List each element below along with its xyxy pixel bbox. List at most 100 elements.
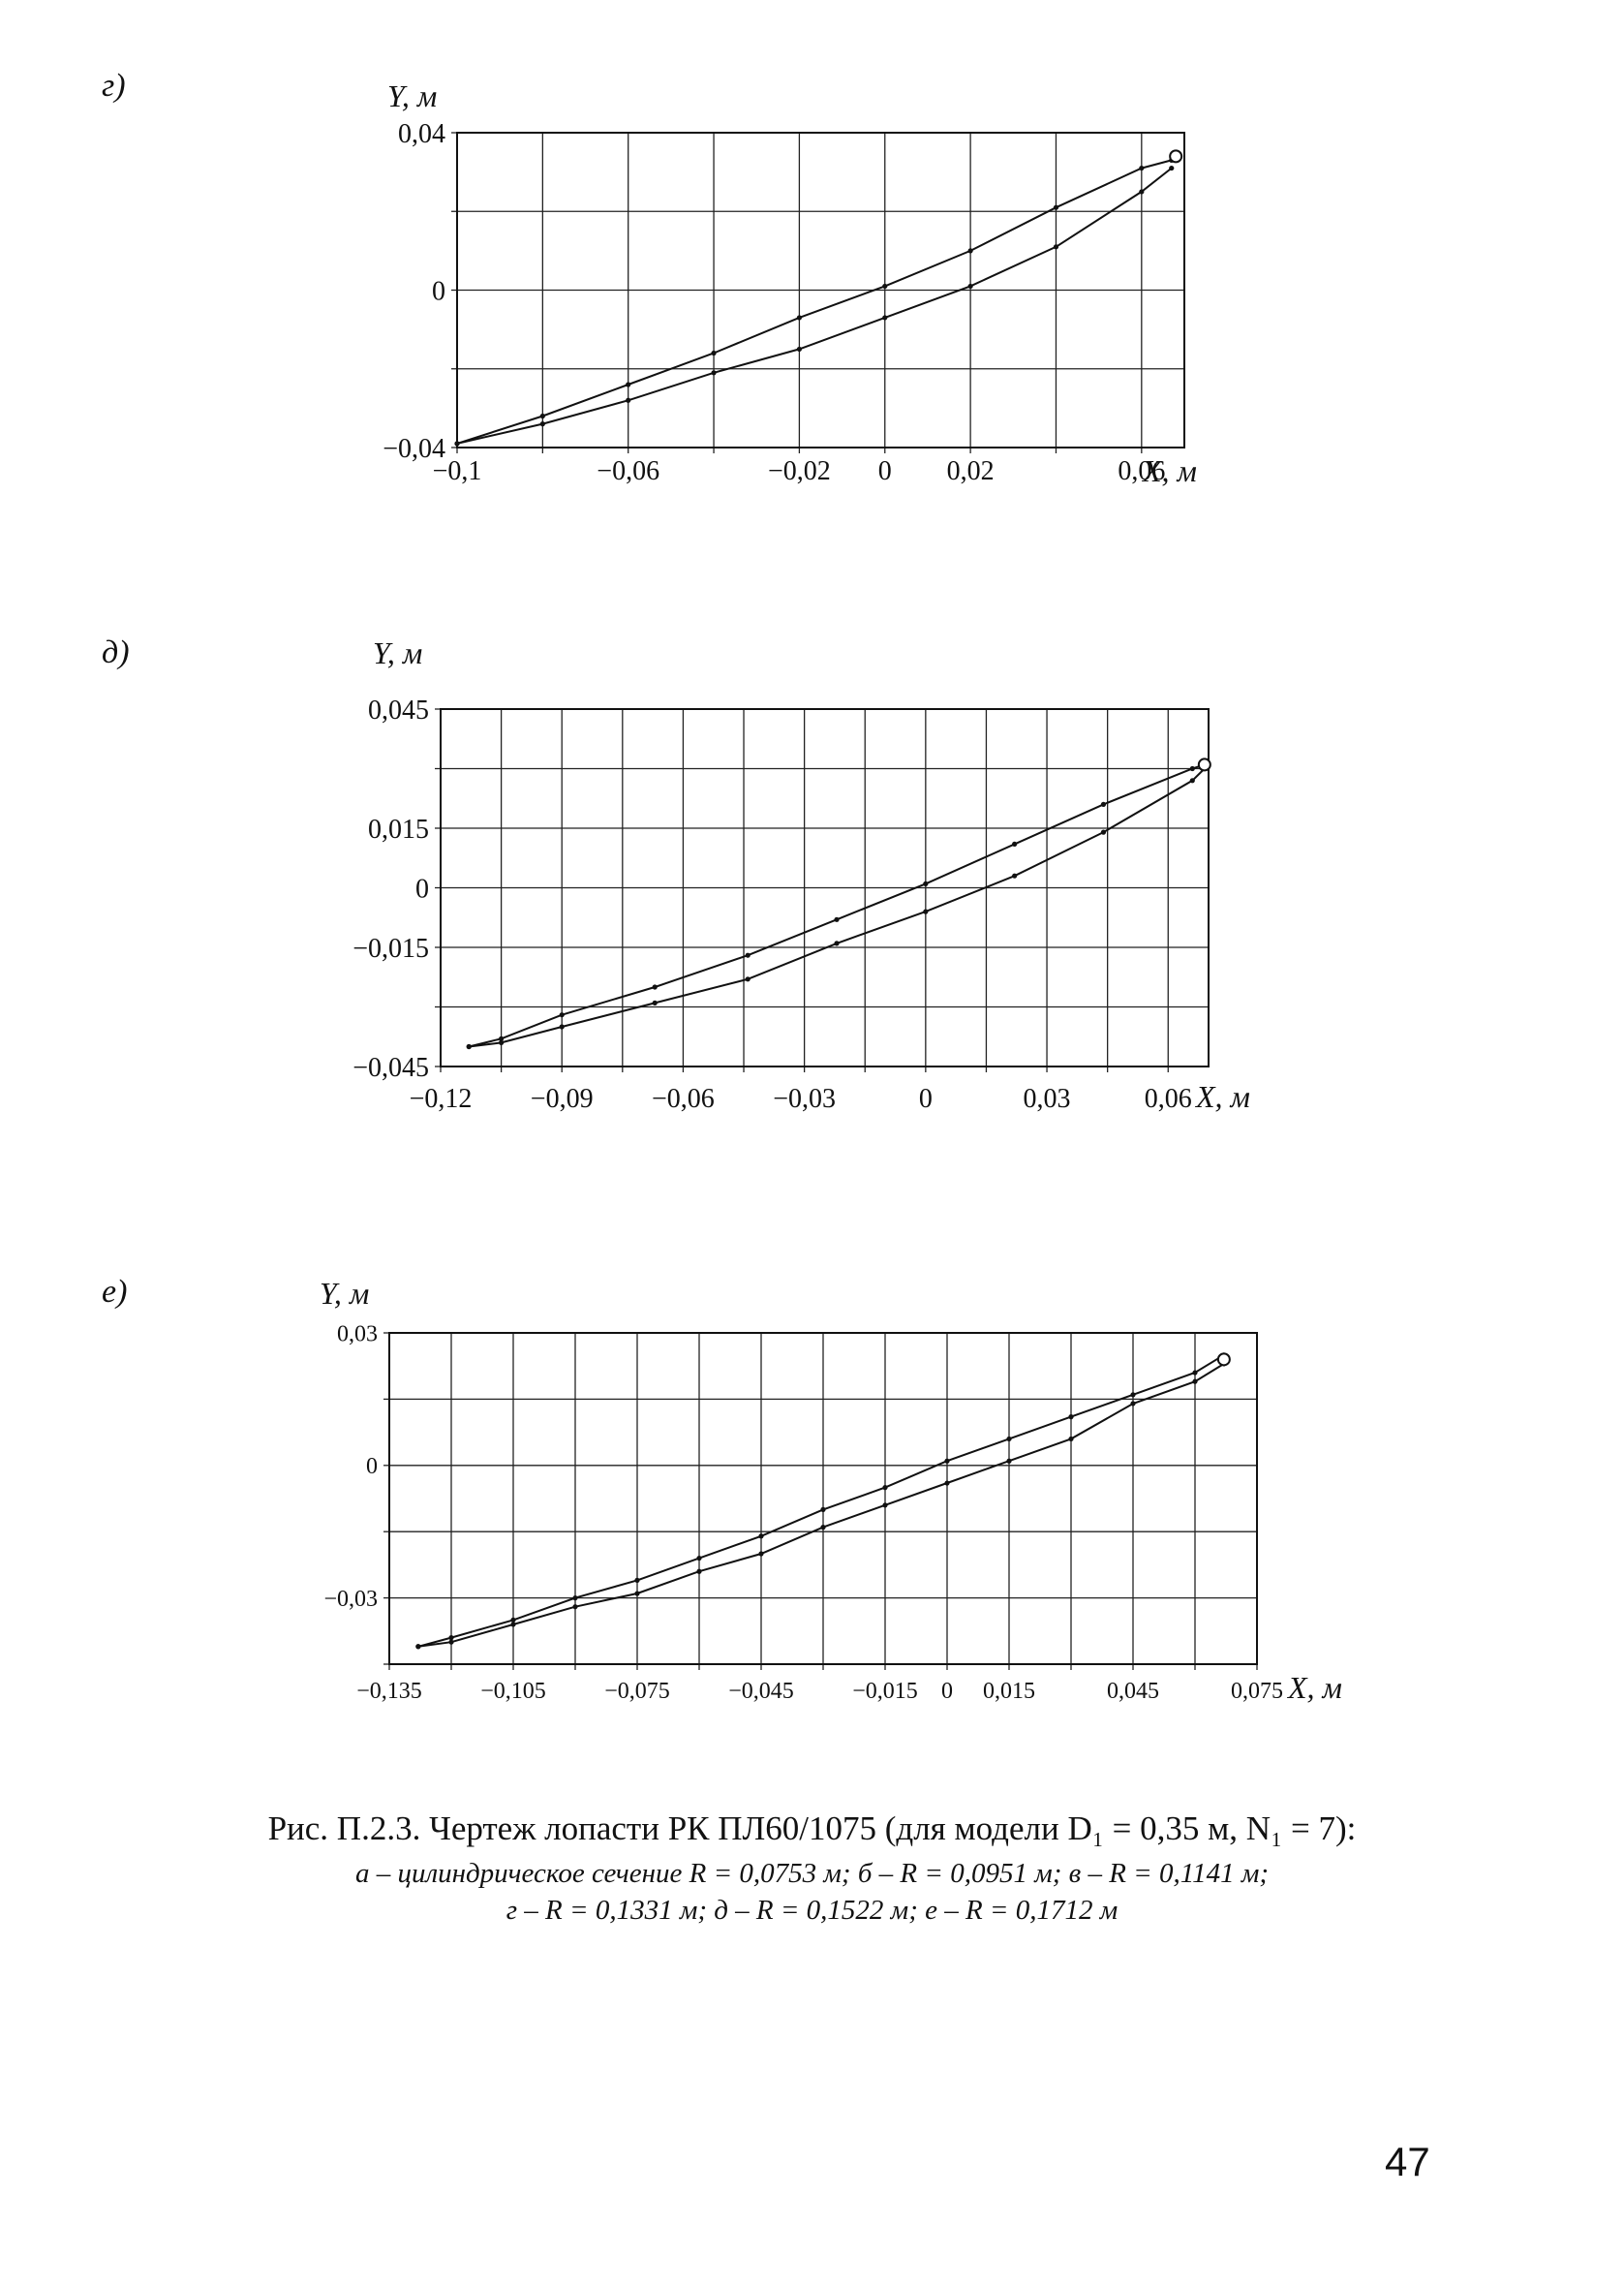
x-tick-label: −0,045 bbox=[728, 1679, 794, 1704]
x-tick-label: 0,015 bbox=[983, 1679, 1035, 1704]
series-line-0 bbox=[456, 159, 1172, 445]
series-line-0 bbox=[468, 763, 1206, 1048]
data-point bbox=[1189, 765, 1195, 772]
x-tick-label: 0,075 bbox=[1231, 1679, 1283, 1704]
y-axis-title: Y, м bbox=[320, 1276, 369, 1311]
data-point bbox=[1012, 841, 1018, 848]
data-point bbox=[466, 1043, 472, 1050]
data-point bbox=[634, 1577, 640, 1583]
y-tick-label: 0,03 bbox=[337, 1321, 378, 1346]
data-point bbox=[1100, 829, 1107, 835]
x-tick-label: −0,02 bbox=[768, 456, 831, 486]
panel-label-g: г) bbox=[102, 68, 126, 104]
trailing-edge-marker bbox=[1216, 1352, 1231, 1367]
data-point bbox=[415, 1644, 421, 1650]
y-axis-title: Y, м bbox=[373, 635, 422, 670]
data-point bbox=[882, 315, 888, 321]
data-point bbox=[1100, 801, 1107, 808]
series-line-1 bbox=[469, 767, 1206, 1048]
data-point bbox=[510, 1617, 516, 1623]
data-point bbox=[652, 984, 658, 990]
y-tick-label: 0 bbox=[366, 1454, 378, 1479]
trailing-edge-marker bbox=[1169, 149, 1183, 164]
data-point bbox=[539, 421, 545, 427]
data-point bbox=[466, 1043, 472, 1050]
data-point bbox=[1192, 1378, 1198, 1384]
data-point bbox=[882, 283, 888, 290]
data-point bbox=[1006, 1458, 1012, 1464]
data-point bbox=[944, 1458, 950, 1464]
plot-frame bbox=[456, 132, 1185, 448]
data-point bbox=[652, 1000, 658, 1005]
x-tick-label: 0,045 bbox=[1107, 1679, 1159, 1704]
data-point bbox=[745, 976, 751, 982]
chart-panel-2: −0,135 −0,105 −0,075 −0,045 −0,015 0 0,015 0,04… bbox=[320, 1276, 1342, 1705]
data-point bbox=[1068, 1436, 1074, 1442]
data-point bbox=[1139, 165, 1145, 171]
data-point bbox=[1202, 765, 1208, 772]
x-tick-label: −0,12 bbox=[410, 1084, 473, 1114]
data-point bbox=[745, 952, 751, 958]
data-point bbox=[626, 382, 631, 387]
data-point bbox=[572, 1595, 578, 1601]
x-tick-label: −0,03 bbox=[773, 1084, 836, 1114]
x-tick-label: −0,075 bbox=[604, 1679, 670, 1704]
data-point bbox=[454, 441, 460, 447]
data-point bbox=[882, 1502, 888, 1508]
data-point bbox=[1130, 1401, 1136, 1407]
data-point bbox=[1130, 1392, 1136, 1398]
y-tick-label: 0 bbox=[415, 874, 429, 904]
x-tick-label: 0,02 bbox=[947, 456, 995, 486]
panel-label-d: д) bbox=[102, 634, 130, 670]
x-tick-label: −0,135 bbox=[356, 1679, 422, 1704]
panel-label-e: е) bbox=[102, 1274, 128, 1310]
chart-panel-1: −0,12 −0,09 −0,06 −0,03 0 0,03 0,06 −0,045 −0,01… bbox=[352, 635, 1250, 1114]
x-tick-label: 0,06 bbox=[1145, 1084, 1192, 1114]
data-point bbox=[820, 1506, 826, 1512]
data-point bbox=[696, 1568, 702, 1574]
data-point bbox=[634, 1591, 640, 1596]
data-point bbox=[499, 1039, 505, 1045]
data-point bbox=[967, 283, 973, 290]
data-point bbox=[448, 1639, 454, 1645]
data-point bbox=[820, 1525, 826, 1530]
series-line-1 bbox=[417, 1363, 1225, 1648]
data-point bbox=[1221, 1361, 1227, 1367]
data-point bbox=[758, 1533, 764, 1539]
x-tick-label: −0,09 bbox=[531, 1084, 594, 1114]
figure-caption-line2: г – R = 0,1331 м; д – R = 0,1522 м; е – … bbox=[506, 1895, 1118, 1926]
x-axis-title: X, м bbox=[1286, 1670, 1342, 1705]
x-tick-label: 0,03 bbox=[1024, 1084, 1071, 1114]
page-number: 47 bbox=[1385, 2139, 1430, 2184]
x-tick-label: 0 bbox=[919, 1084, 933, 1114]
x-tick-label: 0 bbox=[941, 1679, 953, 1704]
data-point bbox=[923, 881, 929, 887]
data-point bbox=[499, 1036, 505, 1041]
data-point bbox=[696, 1555, 702, 1561]
data-point bbox=[711, 370, 717, 376]
data-point bbox=[448, 1635, 454, 1641]
series-line-0 bbox=[417, 1353, 1225, 1648]
data-point bbox=[572, 1604, 578, 1610]
data-point bbox=[415, 1644, 421, 1650]
data-point bbox=[1053, 204, 1059, 210]
x-axis-title: X, м bbox=[1141, 453, 1197, 488]
x-tick-label: 0,06 bbox=[1118, 456, 1165, 486]
figure-caption-title: Рис. П.2.3. Чертеж лопасти РК ПЛ60/1075 … bbox=[267, 1809, 1357, 1847]
data-point bbox=[1139, 189, 1145, 195]
data-point bbox=[834, 941, 840, 946]
data-point bbox=[882, 1485, 888, 1491]
figure-caption-line1: а – цилиндрическое сечение R = 0,0753 м;… bbox=[354, 1858, 1270, 1889]
data-point bbox=[559, 1012, 565, 1018]
x-tick-label: −0,015 bbox=[852, 1679, 918, 1704]
data-point bbox=[1169, 157, 1175, 164]
plot-frame bbox=[388, 1332, 1258, 1665]
trailing-edge-marker bbox=[1197, 758, 1211, 772]
x-tick-label: −0,06 bbox=[652, 1084, 715, 1114]
data-point bbox=[1012, 873, 1018, 879]
y-tick-label: 0 bbox=[432, 276, 445, 306]
data-point bbox=[796, 315, 803, 321]
data-point bbox=[454, 441, 460, 447]
plot-frame bbox=[440, 708, 1210, 1067]
x-tick-label: −0,1 bbox=[433, 456, 482, 486]
